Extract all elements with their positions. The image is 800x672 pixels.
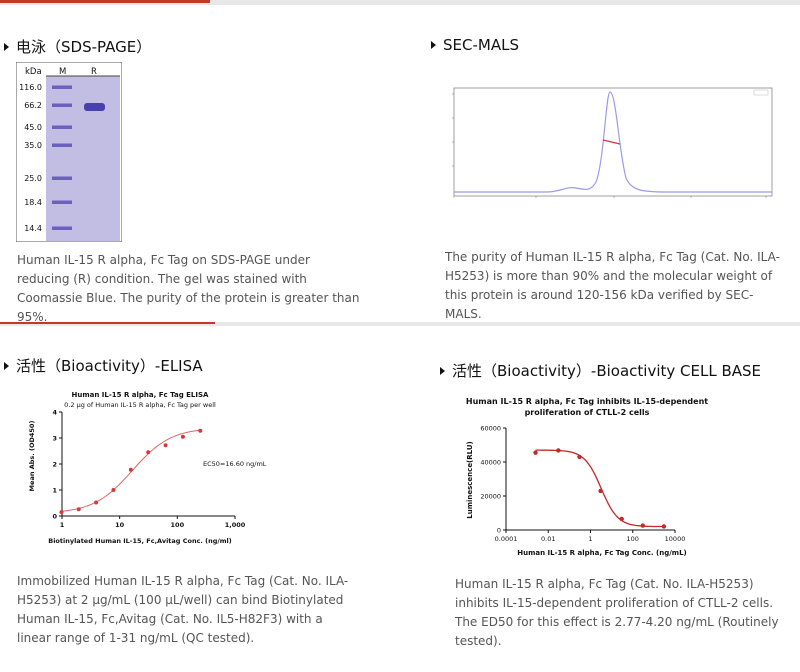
gel-marker-band <box>52 143 72 147</box>
elisa-fit-curve <box>61 429 201 512</box>
cell-data-point <box>577 454 582 460</box>
sample-band <box>84 103 105 111</box>
cell-data-point <box>619 516 624 522</box>
elisa-data-point <box>180 434 185 439</box>
gel-marker-band <box>52 85 72 89</box>
elisa-y-label: Mean Abs. (OD450) <box>28 421 36 492</box>
elisa-x-tick-label: 1,000 <box>225 521 246 529</box>
elisa-x-tick-label: 100 <box>171 521 185 529</box>
sds-heading: 电泳（SDS-PAGE） <box>4 36 151 57</box>
bullet-arrow-icon <box>440 366 445 375</box>
gel-marker-band <box>52 200 72 204</box>
secmals-trace <box>454 91 772 193</box>
secmals-molar-mass-line <box>602 139 621 145</box>
gel-marker-label: 116.0 <box>19 83 42 92</box>
cell-title: 活性（Bioactivity）-Bioactivity CELL BASE <box>452 362 762 380</box>
elisa-y-tick-label: 1 <box>52 487 57 495</box>
elisa-description: Immobilized Human IL-15 R alpha, Fc Tag … <box>17 574 349 645</box>
cell-y-tick-label: 40000 <box>480 459 501 467</box>
cell-x-tick-label: 1 <box>588 535 592 543</box>
elisa-y-tick-label: 2 <box>52 461 57 469</box>
gel-marker-label: 18.4 <box>24 198 42 207</box>
cell-data-point <box>640 523 646 528</box>
elisa-heading: 活性（Bioactivity）-ELISA <box>4 355 203 376</box>
gel-lane-label-m: M <box>59 67 66 77</box>
cell-chart-title-line2: proliferation of CTLL-2 cells <box>525 408 650 417</box>
elisa-y-tick-label: 4 <box>52 409 57 417</box>
secmals-heading: SEC-MALS <box>431 36 519 54</box>
cell-data-point <box>556 448 561 453</box>
cell-y-tick-label: 20000 <box>480 493 501 501</box>
cell-heading: 活性（Bioactivity）-Bioactivity CELL BASE <box>440 360 761 381</box>
section-divider <box>0 322 800 326</box>
elisa-data-point <box>163 443 168 448</box>
cell-x-tick-label: 0.0001 <box>495 535 518 543</box>
elisa-x-tick-label: 1 <box>60 521 65 529</box>
cell-x-tick-label: 10000 <box>665 535 686 543</box>
elisa-data-point <box>198 428 203 433</box>
top-rule-accent <box>0 0 210 3</box>
sds-description: Human IL-15 R alpha, Fc Tag on SDS-PAGE … <box>17 253 360 324</box>
gel-marker-band <box>52 103 72 107</box>
elisa-data-point <box>111 488 116 492</box>
gel-lane-label-kda: kDa <box>25 67 42 77</box>
gel-background <box>46 76 120 241</box>
cell-data-point <box>661 524 667 529</box>
cell-ticks: 0.0001 0.01 1 100 10000 0 20000 40000 60000 <box>480 425 685 544</box>
sds-gel-image: kDa M R 116.0 66.2 45.0 35.0 25.0 18.4 14.4 <box>16 62 122 242</box>
cell-y-tick-label: 60000 <box>480 425 501 433</box>
bullet-arrow-icon <box>4 42 9 51</box>
elisa-y-tick-label: 3 <box>52 435 57 443</box>
cell-x-label: Human IL-15 R alpha, Fc Tag Conc. (ng/mL… <box>517 549 686 557</box>
cell-x-tick-label: 100 <box>627 535 639 543</box>
cell-chart-title-line1: Human IL-15 R alpha, Fc Tag inhibits IL-… <box>466 397 708 406</box>
gel-marker-band <box>52 226 72 230</box>
gel-marker-label: 45.0 <box>24 123 42 132</box>
elisa-x-tick-label: 10 <box>115 521 125 529</box>
secmals-title: SEC-MALS <box>443 36 519 54</box>
elisa-data-point <box>59 510 64 515</box>
secmals-chart <box>426 82 781 210</box>
cell-y-label: Luminescence(RLU) <box>466 441 474 519</box>
elisa-annotation: EC50=16.60 ng/mL <box>203 460 267 468</box>
elisa-data-point <box>94 500 99 505</box>
elisa-y-tick-label: 0 <box>52 513 57 521</box>
elisa-x-label: Biotinylated Human IL-15, Fc,Avitag Conc… <box>48 537 232 545</box>
cell-points <box>533 448 667 529</box>
sds-title: 电泳（SDS-PAGE） <box>16 38 152 56</box>
gel-marker-label: 66.2 <box>24 101 42 110</box>
cell-description: Human IL-15 R alpha, Fc Tag (Cat. No. IL… <box>455 577 779 648</box>
cell-data-point <box>598 488 603 494</box>
cell-axes <box>505 428 675 531</box>
gel-lane-label-r: R <box>91 67 97 77</box>
secmals-description: The purity of Human IL-15 R alpha, Fc Ta… <box>445 250 780 321</box>
elisa-chart-subtitle: 0.2 μg of Human IL-15 R alpha, Fc Tag pe… <box>64 401 216 409</box>
gel-marker-label: 14.4 <box>24 224 42 233</box>
section-divider-accent <box>0 322 215 324</box>
bullet-arrow-icon <box>4 361 9 370</box>
elisa-points <box>59 428 203 515</box>
gel-marker-label: 35.0 <box>24 141 42 150</box>
gel-marker-band <box>52 125 72 129</box>
elisa-chart-title: Human IL-15 R alpha, Fc Tag ELISA <box>72 391 209 399</box>
elisa-data-point <box>76 507 81 512</box>
top-rule <box>0 0 800 5</box>
bullet-arrow-icon <box>431 41 436 49</box>
elisa-title: 活性（Bioactivity）-ELISA <box>16 357 203 375</box>
elisa-data-point <box>128 467 133 472</box>
gel-marker-band <box>52 176 72 180</box>
cell-x-tick-label: 0.01 <box>541 535 555 543</box>
cell-data-point <box>533 450 538 455</box>
cell-fit-curve <box>535 449 665 528</box>
cell-y-tick-label: 0 <box>497 527 501 535</box>
cell-chart: Human IL-15 R alpha, Fc Tag inhibits IL-… <box>466 397 708 557</box>
elisa-chart: Human IL-15 R alpha, Fc Tag ELISA 0.2 μg… <box>28 391 267 545</box>
secmals-legend-box <box>753 89 769 96</box>
gel-marker-label: 25.0 <box>24 174 42 183</box>
elisa-data-point <box>146 450 151 455</box>
